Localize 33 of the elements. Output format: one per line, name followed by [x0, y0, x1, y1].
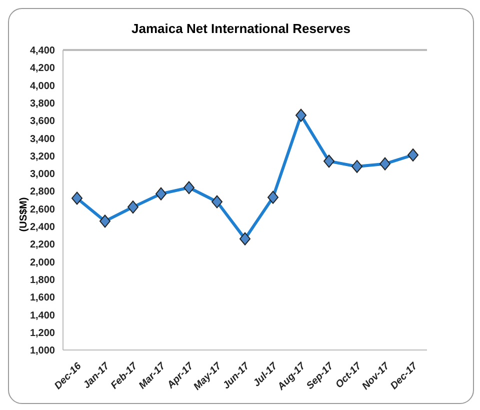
point [296, 108, 306, 122]
point [128, 200, 138, 214]
point [268, 190, 278, 204]
y-tick-label: 3,000 [30, 169, 56, 180]
point [184, 181, 194, 194]
point [324, 154, 334, 168]
point [352, 160, 362, 173]
y-tick-label: 1,400 [30, 310, 56, 322]
y-tick-label: 4,200 [30, 63, 56, 74]
point [408, 148, 418, 162]
point [72, 192, 82, 205]
y-tick-label: 1,200 [30, 328, 56, 339]
y-axis-title: (US$M) [18, 196, 30, 234]
point [100, 214, 110, 228]
y-tick-label: 2,800 [30, 186, 56, 198]
chart-title: Jamaica Net International Reserves [130, 21, 352, 36]
y-tick-label: 2,200 [30, 240, 56, 251]
point [380, 157, 390, 170]
point [212, 195, 222, 208]
y-tick-label: 2,600 [30, 204, 56, 216]
y-tick-label: 3,800 [30, 98, 56, 110]
y-tick-label: 2,000 [30, 257, 56, 268]
point [156, 187, 166, 200]
y-tick-label: 3,400 [30, 134, 56, 145]
y-tick-label: 1,800 [30, 274, 56, 286]
y-tick-label: 4,000 [30, 80, 56, 92]
point [240, 232, 250, 246]
y-tick-label: 2,400 [30, 222, 56, 234]
y-tick-label: 3,200 [30, 151, 56, 162]
y-tick-label: 3,600 [30, 116, 56, 128]
y-tick-label: 4,400 [30, 46, 56, 57]
y-tick-label: 1,600 [30, 292, 56, 304]
y-tick-label: 1,000 [30, 346, 56, 357]
